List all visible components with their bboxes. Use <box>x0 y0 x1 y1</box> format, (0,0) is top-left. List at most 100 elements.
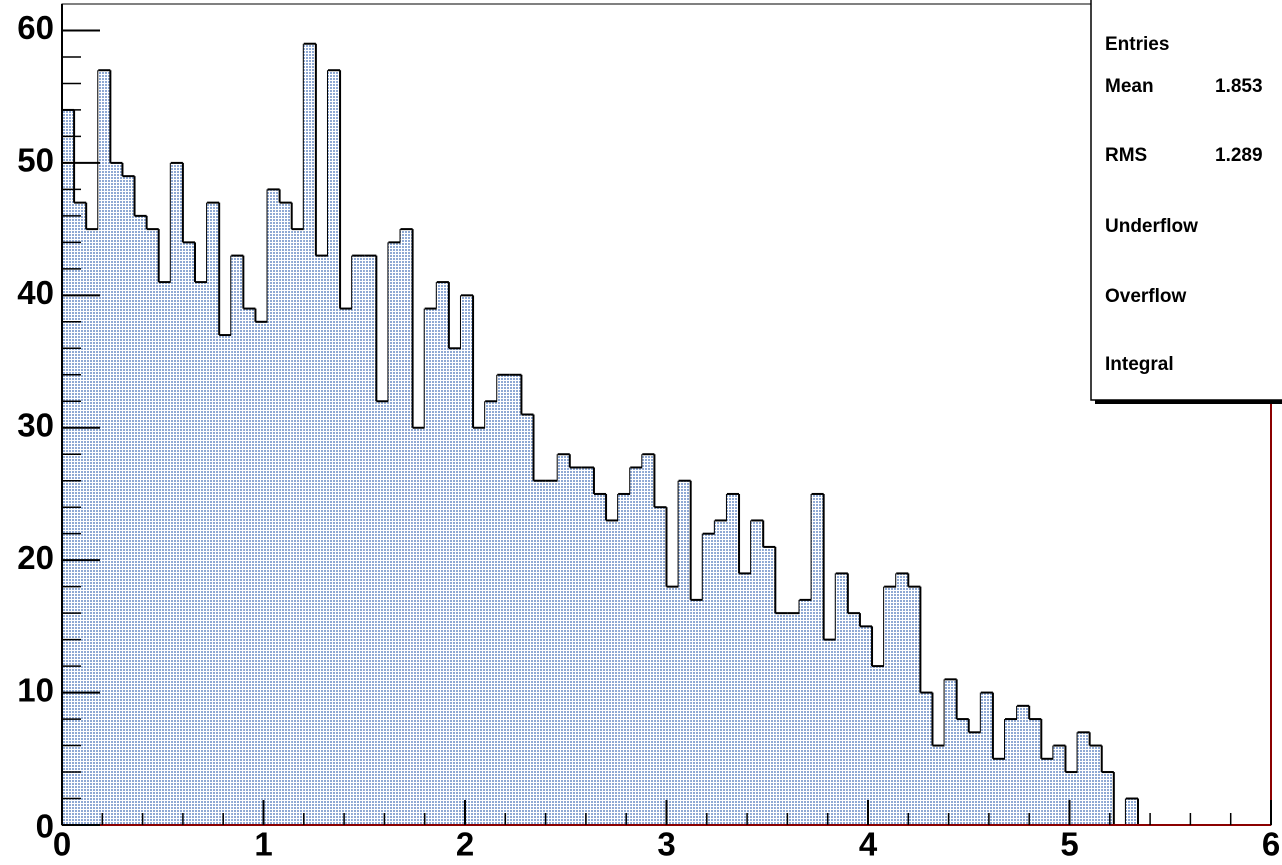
bar <box>908 586 921 825</box>
bar <box>581 467 594 825</box>
bar <box>194 282 208 825</box>
bar <box>509 374 522 825</box>
bar <box>835 573 848 825</box>
bar <box>134 215 147 825</box>
bar <box>606 520 619 825</box>
bar <box>376 401 389 825</box>
bar <box>968 732 981 825</box>
bar <box>448 348 461 825</box>
bar <box>255 321 268 825</box>
bar <box>267 189 280 826</box>
bar <box>896 573 909 825</box>
bar <box>436 282 449 825</box>
bar <box>859 626 873 825</box>
bar <box>207 202 220 825</box>
bar <box>74 202 87 825</box>
bar <box>460 295 474 825</box>
stat-value: 1.853 <box>1215 76 1263 97</box>
bar <box>654 507 667 825</box>
bar <box>630 467 643 825</box>
bar <box>799 599 812 825</box>
bar <box>182 242 195 825</box>
bar <box>1101 772 1114 825</box>
bar <box>823 639 836 825</box>
bar <box>678 480 691 825</box>
bar <box>1029 719 1042 825</box>
bar <box>569 467 582 825</box>
bar <box>690 599 703 825</box>
bar <box>702 533 715 825</box>
x-tick-label: 2 <box>456 826 474 863</box>
bar <box>847 613 860 825</box>
bar <box>243 308 256 825</box>
y-tick-label: 60 <box>17 9 54 46</box>
bar <box>739 573 752 825</box>
y-tick-label: 30 <box>17 406 54 443</box>
bar <box>231 255 244 825</box>
bar <box>545 480 558 825</box>
y-tick-label: 10 <box>17 671 54 708</box>
bar <box>146 229 159 825</box>
bar <box>1089 745 1102 825</box>
bar <box>533 480 546 825</box>
bar <box>110 162 123 826</box>
bar <box>122 176 135 826</box>
bar <box>86 229 99 825</box>
bar <box>618 493 631 825</box>
stat-label: Integral <box>1105 354 1174 375</box>
bar <box>412 427 425 825</box>
bar <box>1077 732 1090 825</box>
bar <box>400 229 413 825</box>
bar <box>98 70 111 826</box>
bar <box>811 493 824 825</box>
stat-label: Mean <box>1105 76 1154 97</box>
bar <box>920 692 933 825</box>
bar <box>1005 719 1018 825</box>
bar <box>593 493 607 825</box>
bar <box>884 586 897 825</box>
bar <box>992 758 1006 825</box>
bar <box>424 308 437 825</box>
bar <box>1065 772 1078 825</box>
x-tick-label: 0 <box>53 826 71 863</box>
y-tick-label: 50 <box>17 142 54 179</box>
bar <box>315 255 328 825</box>
bar <box>1125 798 1139 825</box>
bar <box>642 454 655 825</box>
bar <box>303 43 316 825</box>
stats-box <box>1090 0 1282 401</box>
bar <box>364 255 377 825</box>
bar <box>932 745 945 825</box>
stat-label: RMS <box>1105 145 1147 166</box>
stat-value: 1.289 <box>1215 145 1263 166</box>
x-tick-label: 1 <box>254 826 272 863</box>
y-tick-label: 20 <box>17 539 54 576</box>
bar <box>787 613 800 825</box>
y-tick-label: 40 <box>17 274 54 311</box>
bar <box>170 162 183 826</box>
bar <box>944 679 957 825</box>
bar <box>219 335 232 825</box>
bar <box>291 229 304 825</box>
bar <box>726 493 740 825</box>
x-tick-label: 4 <box>859 826 878 863</box>
x-tick-label: 6 <box>1262 826 1280 863</box>
bar <box>327 70 341 826</box>
bar <box>714 520 727 825</box>
bar <box>1053 745 1066 825</box>
bar <box>872 666 885 825</box>
bar <box>763 546 776 825</box>
bar <box>775 613 788 825</box>
bar <box>62 109 75 825</box>
bar <box>956 719 969 825</box>
bar <box>521 414 534 825</box>
y-tick-label: 0 <box>36 808 54 845</box>
x-tick-label: 3 <box>657 826 675 863</box>
stat-label: Underflow <box>1105 216 1198 237</box>
bar <box>1017 705 1030 825</box>
stat-label: Entries <box>1105 34 1169 55</box>
bar <box>485 401 498 825</box>
stat-label: Overflow <box>1105 286 1187 307</box>
